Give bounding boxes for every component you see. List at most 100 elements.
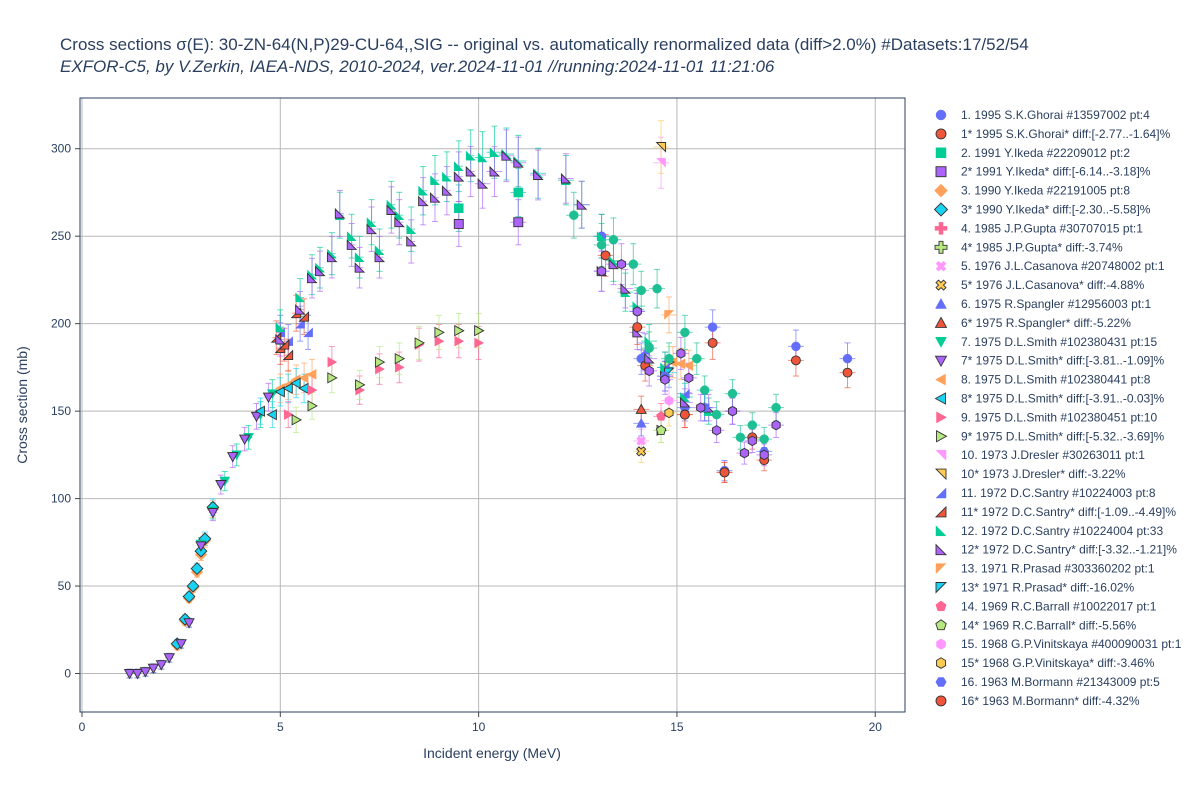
data-point[interactable]	[442, 171, 453, 182]
data-point[interactable]	[655, 424, 667, 435]
legend-item[interactable]: 9* 1975 D.L.Smith* diff:[-5.32..-3.69]%	[936, 429, 1165, 443]
data-point[interactable]	[283, 409, 294, 421]
data-point[interactable]	[354, 262, 366, 273]
data-point[interactable]	[727, 388, 738, 399]
data-point[interactable]	[465, 150, 476, 161]
data-point[interactable]	[660, 374, 670, 385]
data-point[interactable]	[334, 207, 346, 219]
data-point[interactable]	[366, 223, 378, 235]
data-point[interactable]	[147, 663, 160, 675]
data-point[interactable]	[608, 234, 619, 245]
data-point[interactable]	[374, 245, 385, 255]
data-point[interactable]	[719, 467, 730, 478]
data-point[interactable]	[842, 367, 853, 378]
data-point[interactable]	[354, 252, 365, 262]
data-point[interactable]	[434, 326, 445, 339]
data-point[interactable]	[406, 235, 417, 247]
data-point[interactable]	[664, 395, 674, 406]
data-point[interactable]	[386, 199, 397, 210]
data-point[interactable]	[679, 396, 691, 408]
data-point[interactable]	[315, 265, 326, 277]
data-point[interactable]	[123, 669, 136, 680]
legend-item[interactable]: 9. 1975 D.L.Smith #102380451 pt:10	[936, 410, 1158, 424]
data-point[interactable]	[386, 204, 397, 215]
legend-item[interactable]: 8. 1975 D.L.Smith #102380441 pt:8	[934, 373, 1151, 387]
legend-item[interactable]: 12. 1972 D.C.Santry #10224004 pt:33	[935, 524, 1163, 538]
legend-item[interactable]: 14* 1969 R.C.Barrall* diff:-5.56%	[935, 618, 1137, 632]
data-point[interactable]	[597, 265, 607, 277]
data-point[interactable]	[477, 152, 488, 163]
data-point[interactable]	[326, 251, 338, 263]
data-point[interactable]	[282, 382, 293, 395]
legend-item[interactable]: 6. 1975 R.Spangler #12956003 pt:1	[935, 297, 1152, 311]
data-point[interactable]	[477, 178, 489, 189]
legend-item[interactable]: 16. 1963 M.Bormann #21343009 pt:5	[935, 675, 1160, 689]
legend-item[interactable]: 10. 1973 J.Dresler #30263011 pt:1	[935, 448, 1145, 462]
data-point[interactable]	[454, 324, 465, 337]
data-point[interactable]	[692, 353, 702, 364]
data-point[interactable]	[608, 258, 620, 270]
data-point[interactable]	[699, 385, 710, 395]
data-point[interactable]	[238, 434, 251, 446]
data-point[interactable]	[430, 192, 441, 203]
data-point[interactable]	[616, 258, 626, 270]
data-point[interactable]	[182, 590, 196, 604]
data-point[interactable]	[489, 147, 500, 157]
data-point[interactable]	[215, 480, 227, 491]
data-point[interactable]	[707, 322, 718, 332]
legend-item[interactable]: 2* 1991 Y.Ikeda* diff:[-6.14..-3.18]%	[935, 165, 1151, 179]
data-point[interactable]	[636, 446, 647, 457]
data-point[interactable]	[327, 356, 338, 368]
legend-item[interactable]: 14. 1969 R.C.Barrall #10022017 pt:1	[935, 599, 1157, 613]
data-point[interactable]	[569, 210, 579, 220]
data-point[interactable]	[712, 425, 722, 436]
data-point[interactable]	[842, 353, 853, 364]
data-point[interactable]	[375, 363, 385, 375]
data-point[interactable]	[195, 541, 207, 552]
data-point[interactable]	[366, 217, 377, 227]
data-point[interactable]	[254, 405, 265, 417]
data-point[interactable]	[747, 435, 757, 447]
data-point[interactable]	[186, 579, 200, 593]
legend-item[interactable]: 2. 1991 Y.Ikeda #22209012 pt:2	[935, 146, 1130, 160]
legend-item[interactable]: 11. 1972 D.C.Santry #10224003 pt:8	[935, 486, 1156, 500]
data-point[interactable]	[418, 195, 429, 207]
data-point[interactable]	[644, 353, 655, 364]
data-point[interactable]	[307, 400, 318, 412]
legend-item[interactable]: 5* 1976 J.L.Casanova* diff:-4.88%	[935, 278, 1145, 292]
data-point[interactable]	[190, 562, 204, 576]
data-point[interactable]	[632, 306, 642, 317]
data-point[interactable]	[676, 348, 686, 359]
data-point[interactable]	[684, 372, 694, 384]
data-point[interactable]	[207, 508, 219, 519]
data-point[interactable]	[489, 165, 501, 177]
data-point[interactable]	[175, 639, 187, 650]
data-point[interactable]	[394, 210, 405, 220]
data-point[interactable]	[655, 157, 666, 168]
legend-item[interactable]: 15. 1968 G.P.Vinitskaya #400090031 pt:1	[936, 637, 1182, 651]
data-point[interactable]	[675, 358, 686, 370]
data-point[interactable]	[418, 185, 429, 196]
data-point[interactable]	[346, 231, 357, 241]
data-point[interactable]	[664, 407, 674, 419]
data-point[interactable]	[227, 452, 239, 463]
legend-item[interactable]: 4* 1985 J.P.Gupta* diff:-3.74%	[934, 240, 1123, 254]
legend-item[interactable]: 12* 1972 D.C.Santry* diff:[-3.32..-1.21]…	[935, 543, 1177, 557]
data-point[interactable]	[163, 653, 175, 664]
data-point[interactable]	[652, 283, 662, 294]
data-point[interactable]	[636, 285, 646, 296]
data-point[interactable]	[739, 447, 749, 459]
data-point[interactable]	[441, 185, 453, 196]
data-point[interactable]	[644, 365, 654, 377]
data-point[interactable]	[664, 353, 674, 364]
data-point[interactable]	[374, 251, 386, 263]
data-point[interactable]	[295, 292, 306, 303]
data-point[interactable]	[183, 618, 195, 629]
data-point[interactable]	[759, 449, 769, 461]
data-point[interactable]	[560, 172, 572, 184]
data-point[interactable]	[434, 335, 445, 347]
data-point[interactable]	[771, 419, 781, 431]
legend-item[interactable]: 16* 1963 M.Bormann* diff:-4.32%	[935, 694, 1140, 708]
legend-item[interactable]: 6* 1975 R.Spangler* diff:-5.22%	[934, 316, 1132, 330]
data-point[interactable]	[298, 311, 310, 322]
